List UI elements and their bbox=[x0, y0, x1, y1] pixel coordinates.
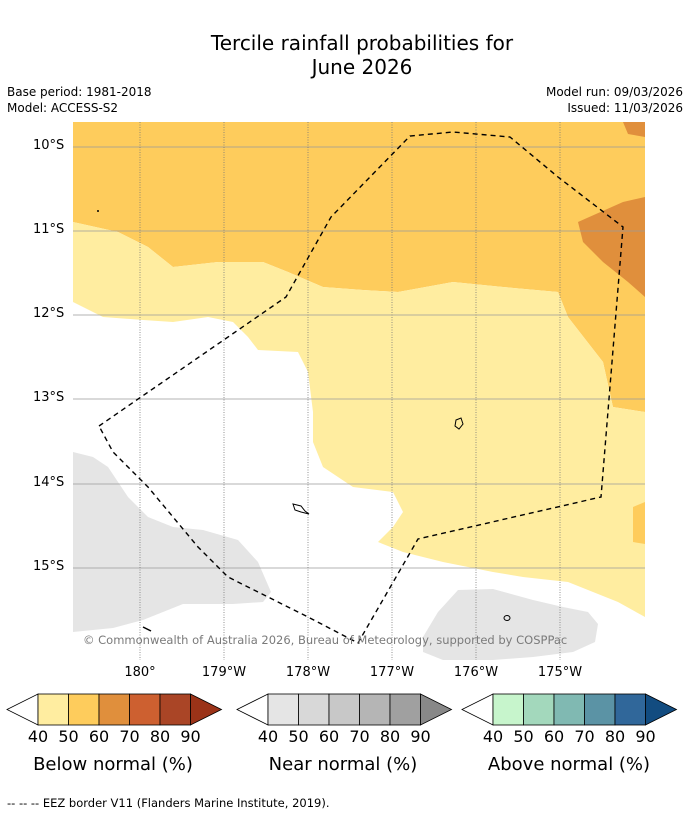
colorbars bbox=[6, 693, 678, 726]
colorbar-tick: 60 bbox=[318, 727, 340, 746]
colorbar-arrow-left bbox=[6, 693, 39, 726]
region-near-40-south bbox=[423, 589, 598, 660]
colorbar-segment bbox=[129, 693, 161, 726]
colorbar-segment bbox=[492, 693, 524, 726]
colorbar-tick: 80 bbox=[604, 727, 626, 746]
island-d bbox=[142, 626, 152, 632]
model-run: Model run: 09/03/2026 bbox=[545, 85, 683, 99]
map-title: Tercile rainfall probabilities for June … bbox=[0, 31, 690, 79]
colorbar-segment bbox=[159, 693, 191, 726]
meta-left: Base period: 1981-2018 Model: ACCESS-S2 bbox=[7, 84, 152, 116]
lat-label-13s: 13°S bbox=[33, 390, 65, 405]
copyright-text: © Commonwealth of Australia 2026, Bureau… bbox=[83, 633, 567, 647]
region-near-40-west bbox=[73, 452, 271, 632]
colorbar-arrow-right bbox=[645, 693, 678, 726]
colorbar-arrow-left bbox=[236, 693, 269, 726]
colorbar-tick: 40 bbox=[27, 727, 49, 746]
map-svg: © Commonwealth of Australia 2026, Bureau… bbox=[73, 122, 645, 660]
colorbar-segment bbox=[614, 693, 646, 726]
colorbar-tick: 50 bbox=[513, 727, 534, 746]
map-panel[interactable]: © Commonwealth of Australia 2026, Bureau… bbox=[73, 122, 645, 660]
colorbar-segment bbox=[584, 693, 616, 726]
colorbar-segment bbox=[267, 693, 299, 726]
base-period: Base period: 1981-2018 bbox=[7, 85, 152, 99]
region-below-60-a bbox=[578, 197, 645, 297]
colorbar-tick: 90 bbox=[180, 727, 201, 746]
colorbar-arrow-right bbox=[420, 693, 453, 726]
region-below-40 bbox=[73, 222, 645, 617]
region-below-60-b bbox=[623, 122, 645, 137]
colorbar-tick: 50 bbox=[58, 727, 79, 746]
lat-label-11s: 11°S bbox=[33, 222, 65, 237]
colorbar-tick: 90 bbox=[635, 727, 656, 746]
colorbar-tick: 50 bbox=[288, 727, 309, 746]
colorbar-tick: 70 bbox=[349, 727, 370, 746]
colorbar-above-label: Above normal (%) bbox=[487, 754, 651, 775]
colorbar-near bbox=[236, 693, 453, 726]
colorbar-above bbox=[461, 693, 678, 726]
island-e bbox=[97, 210, 99, 212]
model-name: Model: ACCESS-S2 bbox=[7, 101, 119, 115]
title-line-2: June 2026 bbox=[311, 55, 413, 79]
lat-label-12s: 12°S bbox=[33, 306, 65, 321]
colorbar-segment bbox=[359, 693, 391, 726]
colorbar-tick: 90 bbox=[410, 727, 431, 746]
graticule-meridians bbox=[139, 122, 561, 660]
colorbar-segment bbox=[68, 693, 100, 726]
colorbar-segment bbox=[553, 693, 585, 726]
lon-label-179w: 179°W bbox=[201, 665, 247, 680]
colorbar-below bbox=[6, 693, 223, 726]
region-below-50 bbox=[73, 122, 645, 412]
colorbar-segment bbox=[98, 693, 130, 726]
colorbar-segment bbox=[37, 693, 69, 726]
colorbar-segment bbox=[523, 693, 555, 726]
island-c bbox=[503, 615, 511, 621]
colorbar-below-label: Below normal (%) bbox=[33, 754, 193, 775]
lon-label-178w: 178°W bbox=[285, 665, 331, 680]
colorbar-segment bbox=[389, 693, 421, 726]
colorbar-tick: 80 bbox=[149, 727, 171, 746]
colorbar-tick: 80 bbox=[379, 727, 401, 746]
colorbar-near-label: Near normal (%) bbox=[268, 754, 418, 775]
colorbar-arrow-left bbox=[461, 693, 494, 726]
colorbar-arrow-right bbox=[190, 693, 223, 726]
colorbar-tick: 70 bbox=[574, 727, 595, 746]
colorbar-segment bbox=[328, 693, 360, 726]
graticule bbox=[73, 146, 645, 569]
lon-label-175w: 175°W bbox=[537, 665, 583, 680]
lon-label-176w: 176°W bbox=[453, 665, 499, 680]
eez-legend: -- -- -- EEZ border V11 (Flanders Marine… bbox=[7, 796, 330, 810]
region-below-50-small bbox=[633, 502, 645, 544]
colorbar-tick: 60 bbox=[88, 727, 110, 746]
colorbar-tick: 60 bbox=[543, 727, 565, 746]
lat-label-10s: 10°S bbox=[33, 138, 65, 153]
colorbar-segment bbox=[298, 693, 330, 726]
colorbar-tick: 70 bbox=[119, 727, 140, 746]
lat-label-14s: 14°S bbox=[33, 475, 65, 490]
lat-label-15s: 15°S bbox=[33, 559, 65, 574]
lon-label-180: 180° bbox=[124, 665, 156, 680]
meta-right: Model run: 09/03/2026 Issued: 11/03/2026 bbox=[546, 84, 683, 116]
island-a bbox=[454, 417, 464, 430]
issued-date: Issued: 11/03/2026 bbox=[567, 101, 683, 115]
island-b bbox=[292, 503, 310, 515]
colorbar-tick: 40 bbox=[482, 727, 504, 746]
lon-label-177w: 177°W bbox=[369, 665, 415, 680]
title-line-1: Tercile rainfall probabilities for bbox=[210, 31, 514, 55]
colorbar-tick: 40 bbox=[257, 727, 279, 746]
